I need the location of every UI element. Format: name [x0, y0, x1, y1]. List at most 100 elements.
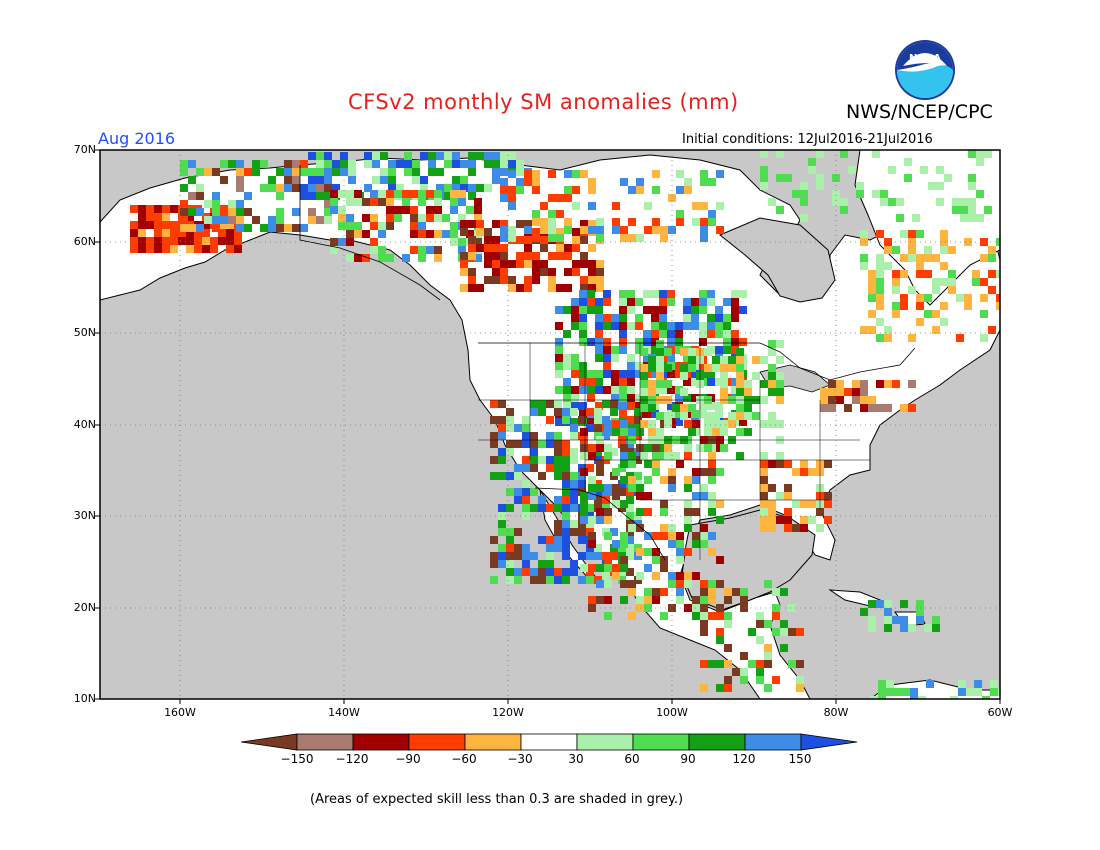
anomaly-cell	[468, 284, 476, 292]
anomaly-cell	[876, 294, 884, 302]
anomaly-cell	[354, 190, 362, 198]
anomaly-cell	[652, 468, 660, 476]
anomaly-cell	[680, 412, 688, 420]
anomaly-cell	[611, 354, 619, 362]
anomaly-cell	[418, 198, 426, 206]
anomaly-cell	[506, 536, 514, 544]
anomaly-cell	[595, 314, 603, 322]
anomaly-cell	[346, 214, 354, 222]
anomaly-cell	[516, 284, 524, 292]
anomaly-cell	[788, 660, 796, 668]
anomaly-cell	[640, 420, 648, 428]
anomaly-cell	[524, 276, 532, 284]
anomaly-cell	[640, 364, 648, 372]
anomaly-cell	[964, 302, 972, 310]
anomaly-cell	[554, 496, 562, 504]
anomaly-cell	[522, 560, 530, 568]
anomaly-cell	[664, 444, 672, 452]
lon-label-80w: 80W	[823, 706, 849, 719]
anomaly-cell	[426, 230, 434, 238]
anomaly-cell	[964, 294, 972, 302]
anomaly-cell	[500, 252, 508, 260]
anomaly-cell	[768, 420, 776, 428]
state-borders	[478, 343, 870, 560]
anomaly-cell	[587, 298, 595, 306]
anomaly-cell	[466, 206, 474, 214]
anomaly-cell	[648, 428, 656, 436]
anomaly-cell	[186, 245, 194, 253]
anomaly-cell	[186, 213, 194, 221]
anomaly-cell	[700, 202, 708, 210]
anomaly-cell	[572, 244, 580, 252]
anomaly-cell	[764, 644, 772, 652]
anomaly-cell	[540, 260, 548, 268]
anomaly-cell	[708, 492, 716, 500]
anomaly-cell	[562, 504, 570, 512]
anomaly-cell	[892, 246, 900, 254]
anomaly-cell	[530, 456, 538, 464]
anomaly-cell	[506, 440, 514, 448]
anomaly-cell	[522, 440, 530, 448]
anomaly-cell	[612, 564, 620, 572]
anomaly-cell	[772, 612, 780, 620]
anomaly-cell	[619, 338, 627, 346]
anomaly-cell	[716, 580, 724, 588]
anomaly-cell	[720, 420, 728, 428]
anomaly-cell	[564, 170, 572, 178]
anomaly-cell	[588, 220, 596, 228]
anomaly-cell	[924, 310, 932, 318]
anomaly-cell	[276, 208, 284, 216]
anomaly-cell	[886, 688, 894, 696]
anomaly-cell	[340, 168, 348, 176]
anomaly-cell	[595, 330, 603, 338]
anomaly-cell	[380, 168, 388, 176]
anomaly-cell	[902, 688, 910, 696]
anomaly-cell	[418, 254, 426, 262]
anomaly-cell	[936, 182, 944, 190]
anomaly-cell	[644, 492, 652, 500]
anomaly-cell	[620, 460, 628, 468]
colorbar-label: −150	[280, 752, 314, 766]
anomaly-cell	[788, 628, 796, 636]
anomaly-cell	[178, 229, 186, 237]
anomaly-cell	[683, 298, 691, 306]
anomaly-cell	[604, 444, 612, 452]
anomaly-cell	[484, 152, 492, 160]
anomaly-cell	[916, 230, 924, 238]
anomaly-cell	[570, 568, 578, 576]
anomaly-cell	[700, 604, 708, 612]
anomaly-cell	[636, 524, 644, 532]
anomaly-cell	[904, 158, 912, 166]
anomaly-cell	[676, 580, 684, 588]
anomaly-cell	[130, 205, 138, 213]
anomaly-cell	[316, 152, 324, 160]
anomaly-cell	[960, 214, 968, 222]
anomaly-cell	[860, 262, 868, 270]
anomaly-cell	[570, 560, 578, 568]
anomaly-cell	[996, 270, 1000, 278]
anomaly-cell	[588, 492, 596, 500]
anomaly-cell	[554, 568, 562, 576]
anomaly-cell	[572, 260, 580, 268]
anomaly-cell	[530, 400, 538, 408]
anomaly-cell	[612, 484, 620, 492]
anomaly-cell	[380, 176, 388, 184]
anomaly-cell	[926, 680, 934, 688]
anomaly-cell	[736, 356, 744, 364]
anomaly-cell	[627, 394, 635, 402]
anomaly-cell	[516, 168, 524, 176]
anomaly-cell	[562, 480, 570, 488]
anomaly-cell	[498, 512, 506, 520]
colorbar-swatch	[408, 733, 466, 751]
anomaly-cell	[688, 428, 696, 436]
anomaly-cell	[324, 192, 332, 200]
anomaly-cell	[426, 206, 434, 214]
anomaly-cell	[218, 221, 226, 229]
anomaly-cell	[716, 636, 724, 644]
anomaly-cell	[196, 184, 204, 192]
anomaly-cell	[627, 378, 635, 386]
anomaly-cell	[716, 556, 724, 564]
anomaly-cell	[908, 624, 916, 632]
anomaly-cell	[736, 452, 744, 460]
anomaly-cell	[532, 268, 540, 276]
